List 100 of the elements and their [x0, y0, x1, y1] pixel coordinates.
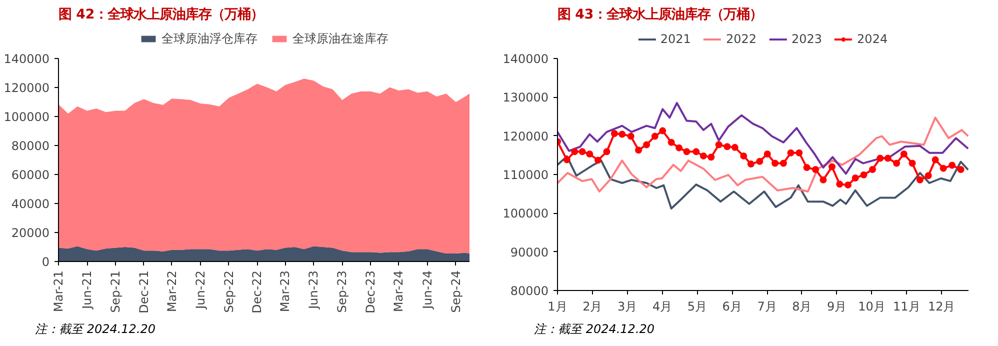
point [860, 171, 868, 178]
point [787, 149, 794, 156]
point [772, 160, 779, 167]
x-tick-label: 10月 [858, 300, 886, 314]
x-tick-label: 1月 [548, 300, 568, 314]
point [876, 154, 884, 162]
legend-label: 2021 [660, 32, 691, 46]
x-tick-label: 9月 [827, 300, 847, 314]
point [852, 174, 859, 182]
point [563, 156, 570, 164]
line-series [558, 102, 968, 175]
point [643, 141, 650, 148]
point [578, 148, 586, 156]
point [828, 163, 836, 170]
point [780, 160, 787, 167]
x-tick-label: 5月 [687, 300, 707, 314]
point [868, 166, 876, 173]
line-series [558, 116, 968, 193]
x-tick-label: 8月 [792, 300, 812, 314]
point [820, 176, 827, 184]
x-tick-label: Jun-22 [193, 270, 208, 310]
point [740, 152, 748, 160]
point [715, 141, 722, 148]
x-tick-label: Dec-23 [363, 270, 378, 314]
legend-label: 全球原油浮仓库存 [162, 30, 258, 47]
legend-label: 2023 [792, 32, 822, 46]
legend-label: 2022 [726, 32, 756, 46]
point [731, 144, 738, 151]
text: 注：截至 2024.12.20 [35, 321, 156, 338]
point [957, 166, 964, 173]
point [908, 160, 916, 167]
point [586, 150, 594, 158]
point [676, 144, 683, 152]
x-tick-label: Sep-21 [108, 270, 123, 313]
point [812, 166, 820, 173]
point [900, 150, 908, 158]
point [700, 152, 707, 160]
x-tick-label: 11月 [893, 300, 920, 314]
y-tick-label: 120000 [502, 129, 549, 144]
point [803, 164, 810, 172]
chart-title: 图 43：全球水上原油库存（万桶） [558, 6, 763, 22]
point [627, 132, 634, 140]
point [692, 148, 700, 156]
point [893, 160, 900, 167]
point [635, 146, 642, 154]
x-tick-label: 3月 [618, 300, 638, 314]
point [603, 148, 610, 156]
y-tick-label: 140000 [502, 52, 549, 66]
point [724, 143, 731, 150]
point [610, 130, 618, 138]
y-tick-label: 140000 [4, 52, 50, 66]
point [836, 180, 844, 188]
text: 注：截至 2024.12.20 [534, 321, 655, 338]
point [932, 156, 939, 164]
y-tick-label: 130000 [502, 90, 549, 105]
x-tick-label: 12月 [928, 300, 956, 314]
point [764, 150, 771, 158]
x-tick-label: Jun-21 [80, 270, 94, 310]
y-tick-label: 0 [42, 255, 50, 269]
point [924, 172, 932, 180]
point [747, 160, 754, 168]
point [940, 164, 947, 172]
x-tick-label: Jun-23 [306, 270, 321, 310]
x-tick-label: Mar-21 [52, 270, 66, 312]
x-tick-label: Mar-23 [278, 270, 292, 312]
x-tick-label: 2月 [582, 300, 602, 314]
point [948, 162, 956, 169]
y-tick-label: 90000 [510, 245, 549, 260]
y-tick-label: 40000 [11, 197, 50, 211]
x-tick-label: 6月 [722, 300, 742, 314]
x-tick-label: Mar-22 [164, 270, 179, 312]
point [659, 127, 666, 134]
chart-title: 图 42：全球水上原油库存（万桶） [58, 6, 264, 22]
point [756, 158, 764, 165]
x-tick-label: Dec-21 [136, 270, 151, 314]
y-tick-label: 100000 [4, 110, 50, 124]
point [884, 154, 892, 162]
point [651, 132, 658, 140]
point [618, 130, 626, 138]
y-tick-label: 100000 [502, 206, 549, 221]
y-tick-label: 80000 [510, 284, 549, 298]
y-tick-label: 110000 [502, 168, 549, 182]
point [844, 181, 852, 188]
point [683, 148, 690, 156]
x-tick-label: Sep-23 [335, 270, 350, 313]
legend-label: 全球原油在途库存 [292, 30, 388, 47]
point [594, 156, 602, 164]
line-series [558, 155, 968, 210]
y-tick-label: 60000 [11, 168, 50, 182]
point [708, 154, 715, 161]
point [571, 148, 578, 156]
y-tick-label: 120000 [4, 81, 50, 95]
point [668, 138, 675, 146]
x-tick-label: Sep-22 [222, 270, 236, 313]
legend-label: 2024 [857, 32, 888, 46]
point [796, 149, 803, 156]
x-tick-label: Mar-24 [392, 270, 406, 312]
y-tick-label: 80000 [11, 139, 50, 153]
x-tick-label: Sep-24 [448, 270, 463, 313]
x-tick-label: 7月 [757, 300, 777, 314]
